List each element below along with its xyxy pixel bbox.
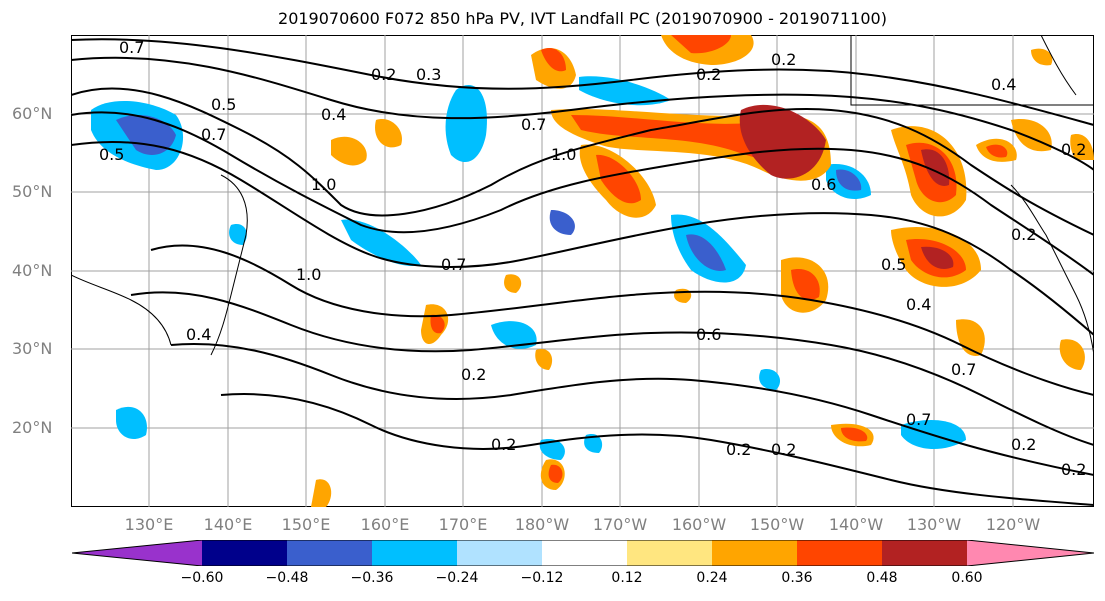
contour-label: 0.2: [1011, 225, 1036, 244]
latitude-label: 60°N: [12, 104, 53, 123]
latitude-label: 50°N: [12, 182, 53, 201]
colorbar-tick-label: −0.36: [350, 570, 394, 586]
contour-label: 0.2: [371, 65, 396, 84]
colorbar-left-extension: [72, 540, 202, 566]
contour-label: 0.7: [906, 410, 931, 429]
latitude-label: 40°N: [12, 261, 53, 280]
colorbar-segment: [542, 540, 627, 566]
contour-label: 0.2: [771, 440, 796, 459]
colorbar-segment: [712, 540, 797, 566]
contour-label: 0.4: [321, 105, 346, 124]
contour-label: 0.2: [771, 50, 796, 69]
map-plot: 0.7 0.2 0.3 0.5 0.4 0.7 1.0 1.0 1.0 0.6 …: [71, 35, 1094, 507]
contour-label: 0.2: [491, 435, 516, 454]
colorbar-segment: [372, 540, 457, 566]
contour-label: 1.0: [551, 145, 576, 164]
latitude-label: 30°N: [12, 339, 53, 358]
colorbar-tick-label: −0.48: [265, 570, 309, 586]
contour-label: 0.2: [1011, 435, 1036, 454]
contour-label: 0.5: [211, 95, 236, 114]
contour-label: 0.5: [99, 145, 124, 164]
colorbar-segment: [457, 540, 542, 566]
colorbar-tick-label: 0.12: [611, 570, 643, 586]
contour-label: 0.7: [119, 38, 144, 57]
contour-label: 0.2: [1061, 460, 1086, 479]
longitude-label: 160°E: [360, 515, 410, 534]
longitude-label: 140°E: [203, 515, 253, 534]
contour-label: 1.0: [296, 265, 321, 284]
longitude-label: 170°E: [438, 515, 488, 534]
longitude-label: 150°W: [749, 515, 805, 534]
contour-label: 0.2: [726, 440, 751, 459]
figure-title: 2019070600 F072 850 hPa PV, IVT Landfall…: [278, 9, 887, 28]
colorbar-tick-label: 0.36: [781, 570, 813, 586]
colorbar-segment: [882, 540, 967, 566]
contour-label: 0.7: [521, 115, 546, 134]
contour-label: 0.7: [201, 125, 226, 144]
latitude-label: 20°N: [12, 418, 53, 437]
colorbar-segment: [287, 540, 372, 566]
contour-label: 0.3: [416, 65, 441, 84]
colorbar-tick-label: 0.60: [951, 570, 983, 586]
longitude-label: 120°W: [985, 515, 1041, 534]
contour-label: 0.4: [906, 295, 931, 314]
colorbar-tick-label: 0.48: [866, 570, 898, 586]
contour-label: 0.4: [186, 325, 211, 344]
coastlines: [71, 35, 1094, 356]
contour-label: 0.4: [991, 75, 1016, 94]
contour-label: 0.2: [461, 365, 486, 384]
longitude-label: 130°E: [124, 515, 174, 534]
longitude-label: 180°W: [514, 515, 570, 534]
contour-label: 0.2: [696, 65, 721, 84]
longitude-label: 150°E: [281, 515, 331, 534]
colorbar-tick-label: −0.24: [435, 570, 479, 586]
colorbar: [72, 540, 1094, 566]
colorbar-segment: [202, 540, 287, 566]
colorbar-tick-label: −0.12: [520, 570, 564, 586]
longitude-label: 160°W: [671, 515, 727, 534]
longitude-label: 170°W: [592, 515, 648, 534]
pv-contours: [71, 38, 1094, 506]
contour-label: 0.7: [951, 360, 976, 379]
colorbar-tick-label: 0.24: [696, 570, 728, 586]
longitude-label: 130°W: [906, 515, 962, 534]
longitude-label: 140°W: [828, 515, 884, 534]
colorbar-segment: [627, 540, 712, 566]
colorbar-segment: [797, 540, 882, 566]
contour-label: 0.2: [1061, 140, 1086, 159]
pv-shading: [91, 35, 1094, 507]
contour-label: 0.7: [441, 255, 466, 274]
colorbar-tick-label: −0.60: [180, 570, 224, 586]
contour-label-group: 0.7 0.2 0.3 0.5 0.4 0.7 1.0 1.0 1.0 0.6 …: [99, 38, 1086, 479]
contour-label: 1.0: [311, 175, 336, 194]
contour-label: 0.5: [881, 255, 906, 274]
colorbar-right-extension: [967, 540, 1094, 566]
contour-label: 0.6: [696, 325, 721, 344]
contour-label: 0.6: [811, 175, 836, 194]
